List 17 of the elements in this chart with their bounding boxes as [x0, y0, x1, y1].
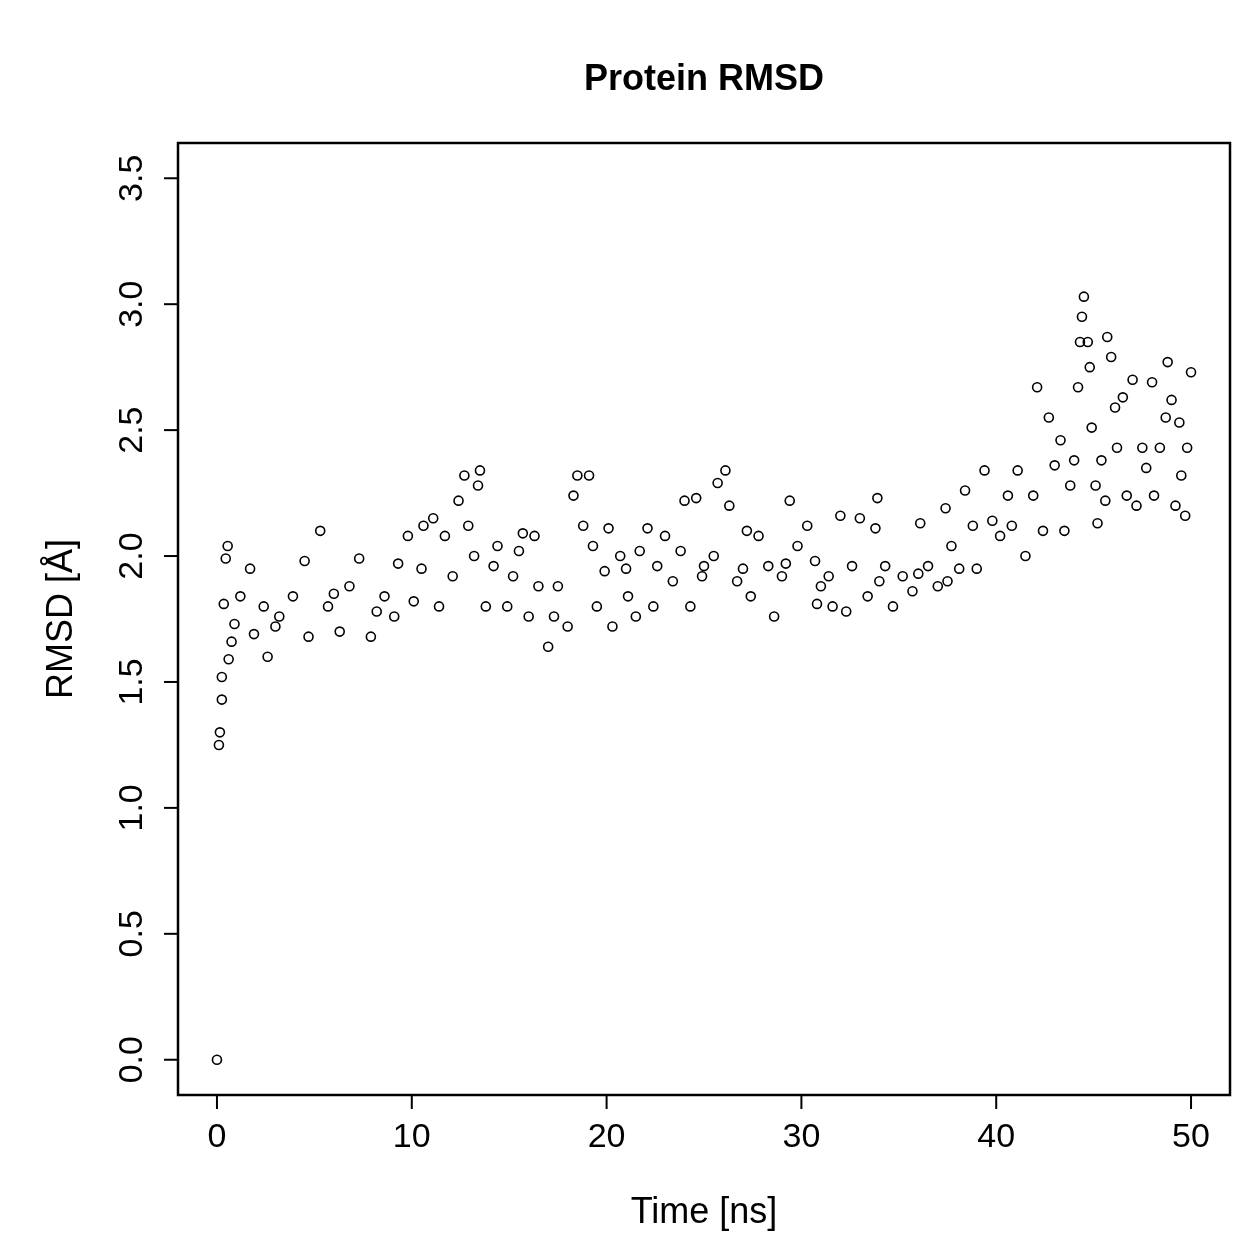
- x-axis-title: Time [ns]: [630, 1190, 778, 1231]
- x-tick-label: 40: [977, 1116, 1016, 1154]
- x-tick-label: 20: [587, 1116, 626, 1154]
- y-tick-label: 1.5: [111, 658, 149, 706]
- x-tick-label: 50: [1172, 1116, 1210, 1154]
- y-tick-label: 0.5: [111, 910, 149, 958]
- y-tick-label: 2.5: [111, 406, 149, 454]
- y-tick-label: 2.0: [111, 532, 149, 580]
- x-tick-label: 30: [782, 1116, 821, 1154]
- y-tick-label: 1.0: [111, 784, 149, 832]
- x-tick-label: 10: [392, 1116, 431, 1154]
- y-tick-label: 0.0: [111, 1036, 149, 1084]
- chart-title: Protein RMSD: [583, 57, 825, 98]
- y-axis-title: RMSD [Å]: [39, 538, 80, 700]
- x-tick-label: 0: [207, 1116, 227, 1154]
- y-tick-label: 3.0: [111, 280, 149, 328]
- y-tick-label: 3.5: [111, 154, 149, 202]
